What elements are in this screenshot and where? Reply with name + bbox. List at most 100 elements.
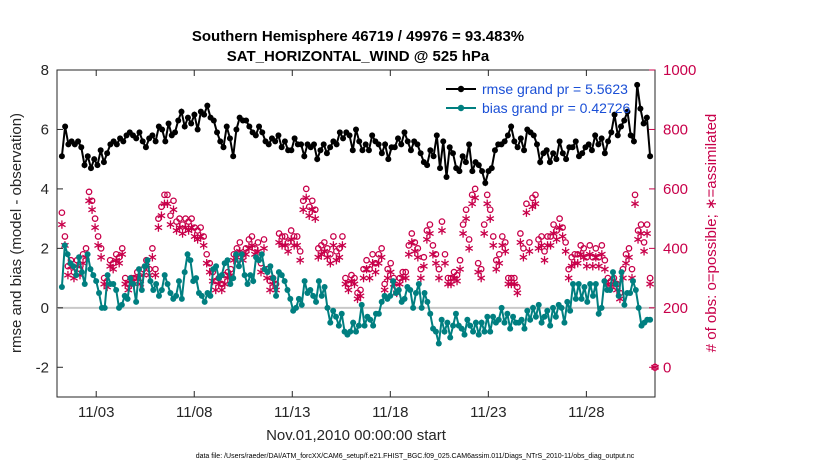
rmse-point [647, 153, 654, 160]
possible-obs-point [91, 215, 99, 222]
bias-point [564, 298, 571, 305]
possible-obs-point [408, 230, 416, 237]
bias-point [178, 295, 185, 302]
y-tick-label-right: 800 [663, 121, 688, 138]
plot-frame [56, 69, 656, 398]
bias-point [635, 304, 642, 311]
bias-point [464, 316, 471, 323]
bias-point [495, 316, 502, 323]
possible-obs-point [640, 239, 648, 246]
bias-point [558, 304, 565, 311]
rmse-point [508, 123, 515, 130]
bias-point [218, 272, 225, 279]
rmse-point [226, 135, 233, 142]
possible-obs-point [248, 233, 256, 240]
rmse-point [142, 144, 149, 151]
rmse-point [291, 135, 298, 142]
bias-point [250, 278, 257, 285]
bias-point [158, 286, 165, 293]
assimilated-obs-point [453, 278, 462, 284]
assimilated-obs-point [567, 263, 576, 269]
bias-point [287, 295, 294, 302]
rmse-point [579, 150, 586, 157]
bias-point [592, 281, 599, 288]
bias-point [118, 301, 125, 308]
legend-bias-label: bias grand pr = 0.42726 [482, 100, 630, 116]
bias-point [535, 301, 542, 308]
assimilated-obs-point [260, 245, 268, 252]
rmse-point [136, 129, 143, 136]
bias-point [164, 281, 171, 288]
assimilated-obs-point [549, 230, 558, 237]
possible-obs-point [339, 233, 346, 240]
assimilated-obs-point [401, 275, 410, 281]
bias-point [264, 269, 271, 276]
rmse-point [214, 129, 221, 136]
bias-point [507, 325, 514, 332]
possible-obs-point [296, 247, 304, 255]
assimilated-obs-point [486, 215, 495, 222]
rmse-point [256, 123, 263, 130]
assimilated-obs-point [332, 257, 341, 263]
rmse-point [621, 117, 628, 124]
y-tick-label-left: 2 [41, 240, 49, 257]
bias-point [64, 251, 71, 258]
rmse-point [608, 129, 615, 136]
assimilated-obs-point [480, 230, 489, 237]
bias-point [173, 292, 180, 299]
bias-point [124, 295, 131, 302]
assimilated-obs-point [118, 251, 127, 257]
assimilated-obs-point [483, 201, 492, 207]
bias-point [532, 313, 539, 320]
assimilated-obs-point [646, 281, 655, 287]
assimilated-obs-point [178, 230, 187, 237]
y-tick-label-right: 600 [663, 181, 688, 198]
assimilated-obs-point [88, 207, 97, 213]
assimilated-obs-point [154, 224, 163, 231]
bias-point [478, 319, 485, 326]
bias-point [401, 295, 408, 302]
rmse-point [278, 144, 285, 151]
bias-point [390, 278, 397, 285]
rmse-point [501, 138, 508, 145]
rmse-point [346, 132, 353, 139]
y-tick-label-right: 1000 [663, 62, 696, 79]
possible-obs-point [628, 265, 636, 273]
legend-rmse-marker [457, 85, 465, 93]
rmse-point [618, 123, 625, 130]
bias-point [270, 275, 277, 282]
assimilated-obs-point [356, 293, 365, 299]
bias-point [410, 304, 417, 311]
rmse-point [159, 126, 166, 133]
rmse-point [592, 132, 599, 139]
y-tick-label-left: -2 [36, 359, 49, 376]
rmse-point [491, 147, 498, 154]
rmse-point [433, 132, 440, 139]
bias-point [612, 281, 619, 288]
possible-obs-point [429, 242, 437, 249]
rmse-point [414, 141, 421, 148]
rmse-point [601, 150, 608, 157]
assimilated-obs-point [329, 242, 338, 249]
possible-obs-point [188, 215, 195, 222]
rmse-point [288, 147, 295, 154]
y-tick-label-left: 0 [41, 300, 49, 317]
rmse-point [624, 108, 631, 115]
bias-point [58, 284, 65, 291]
bias-point [367, 316, 374, 323]
possible-obs-point [625, 245, 633, 252]
possible-obs-point [520, 245, 527, 252]
bias-point [310, 292, 317, 299]
rmse-point [230, 153, 237, 160]
legend-bias-marker [457, 104, 465, 112]
assimilated-obs-point [302, 195, 311, 201]
rmse-point [630, 138, 637, 145]
rmse-point [446, 144, 453, 151]
rmse-point [188, 120, 195, 127]
assimilated-obs-point [413, 254, 422, 260]
rmse-point [627, 132, 634, 139]
bias-point [615, 292, 622, 299]
assimilated-obs-point [229, 257, 238, 263]
possible-obs-point [308, 197, 316, 205]
assimilated-obs-point [516, 239, 525, 246]
